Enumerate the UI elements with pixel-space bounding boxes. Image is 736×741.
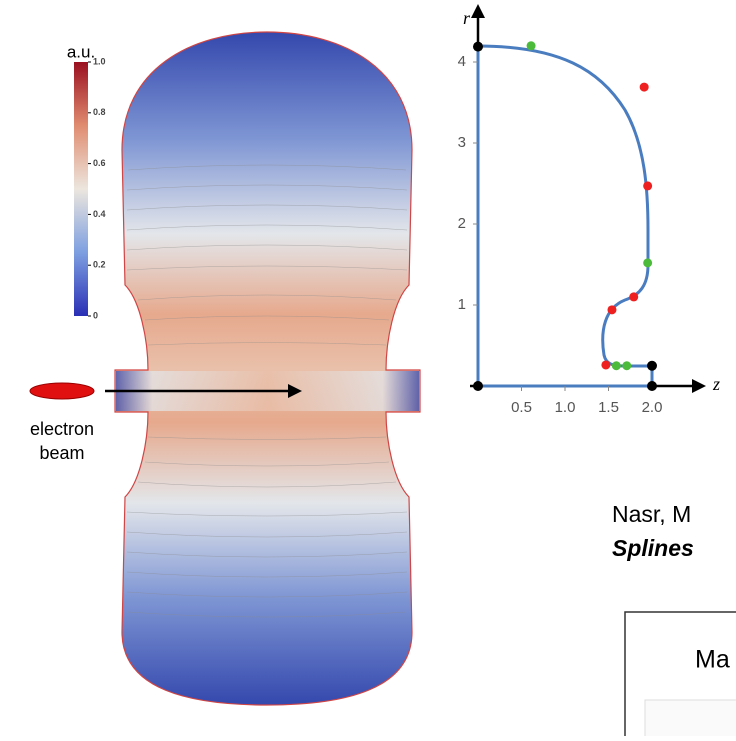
y-tick-label: 1	[458, 296, 466, 313]
control-point	[473, 42, 483, 52]
control-point	[612, 361, 621, 370]
colorbar-tick-label: 0.2	[93, 260, 106, 270]
colorbar	[74, 62, 88, 316]
spline-curve	[478, 46, 652, 386]
cavity	[115, 32, 420, 705]
colorbar-tick-label: 0.4	[93, 209, 106, 219]
control-point	[643, 258, 652, 267]
control-point	[601, 360, 610, 369]
axis-label: r	[463, 8, 471, 28]
y-tick-label: 3	[458, 134, 466, 151]
control-point	[640, 83, 649, 92]
colorbar-label: a.u.	[67, 42, 95, 61]
colorbar-tick-label: 0.6	[93, 158, 106, 168]
control-point	[473, 381, 483, 391]
x-tick-label: 0.5	[511, 399, 532, 416]
x-tick-label: 1.0	[555, 399, 576, 416]
control-point	[527, 41, 536, 50]
x-tick-label: 2.0	[642, 399, 663, 416]
y-tick-label: 4	[458, 53, 466, 70]
beam-label: electron	[30, 419, 94, 439]
colorbar-tick-label: 1.0	[93, 56, 106, 66]
box-title: Ma	[695, 646, 730, 674]
electron-bunch	[30, 383, 94, 399]
citation-authors: Nasr, M	[612, 501, 691, 527]
figure: electron beam a.u. 00.20.40.60.81.0 r z …	[0, 0, 736, 736]
control-point	[607, 305, 616, 314]
colorbar-tick-label: 0	[93, 310, 98, 320]
y-tick-label: 2	[458, 215, 466, 232]
colorbar-tick-label: 0.8	[93, 107, 106, 117]
beam-label: beam	[39, 443, 84, 463]
control-point	[647, 381, 657, 391]
z-arrowhead	[692, 379, 706, 393]
control-point	[629, 292, 638, 301]
control-point	[643, 181, 652, 190]
r-arrowhead	[471, 4, 485, 18]
citation-title: Splines	[612, 535, 694, 561]
control-point	[647, 361, 657, 371]
control-point	[622, 361, 631, 370]
x-tick-label: 1.5	[598, 399, 619, 416]
inner-box	[645, 700, 736, 736]
axis-label: z	[712, 374, 720, 394]
